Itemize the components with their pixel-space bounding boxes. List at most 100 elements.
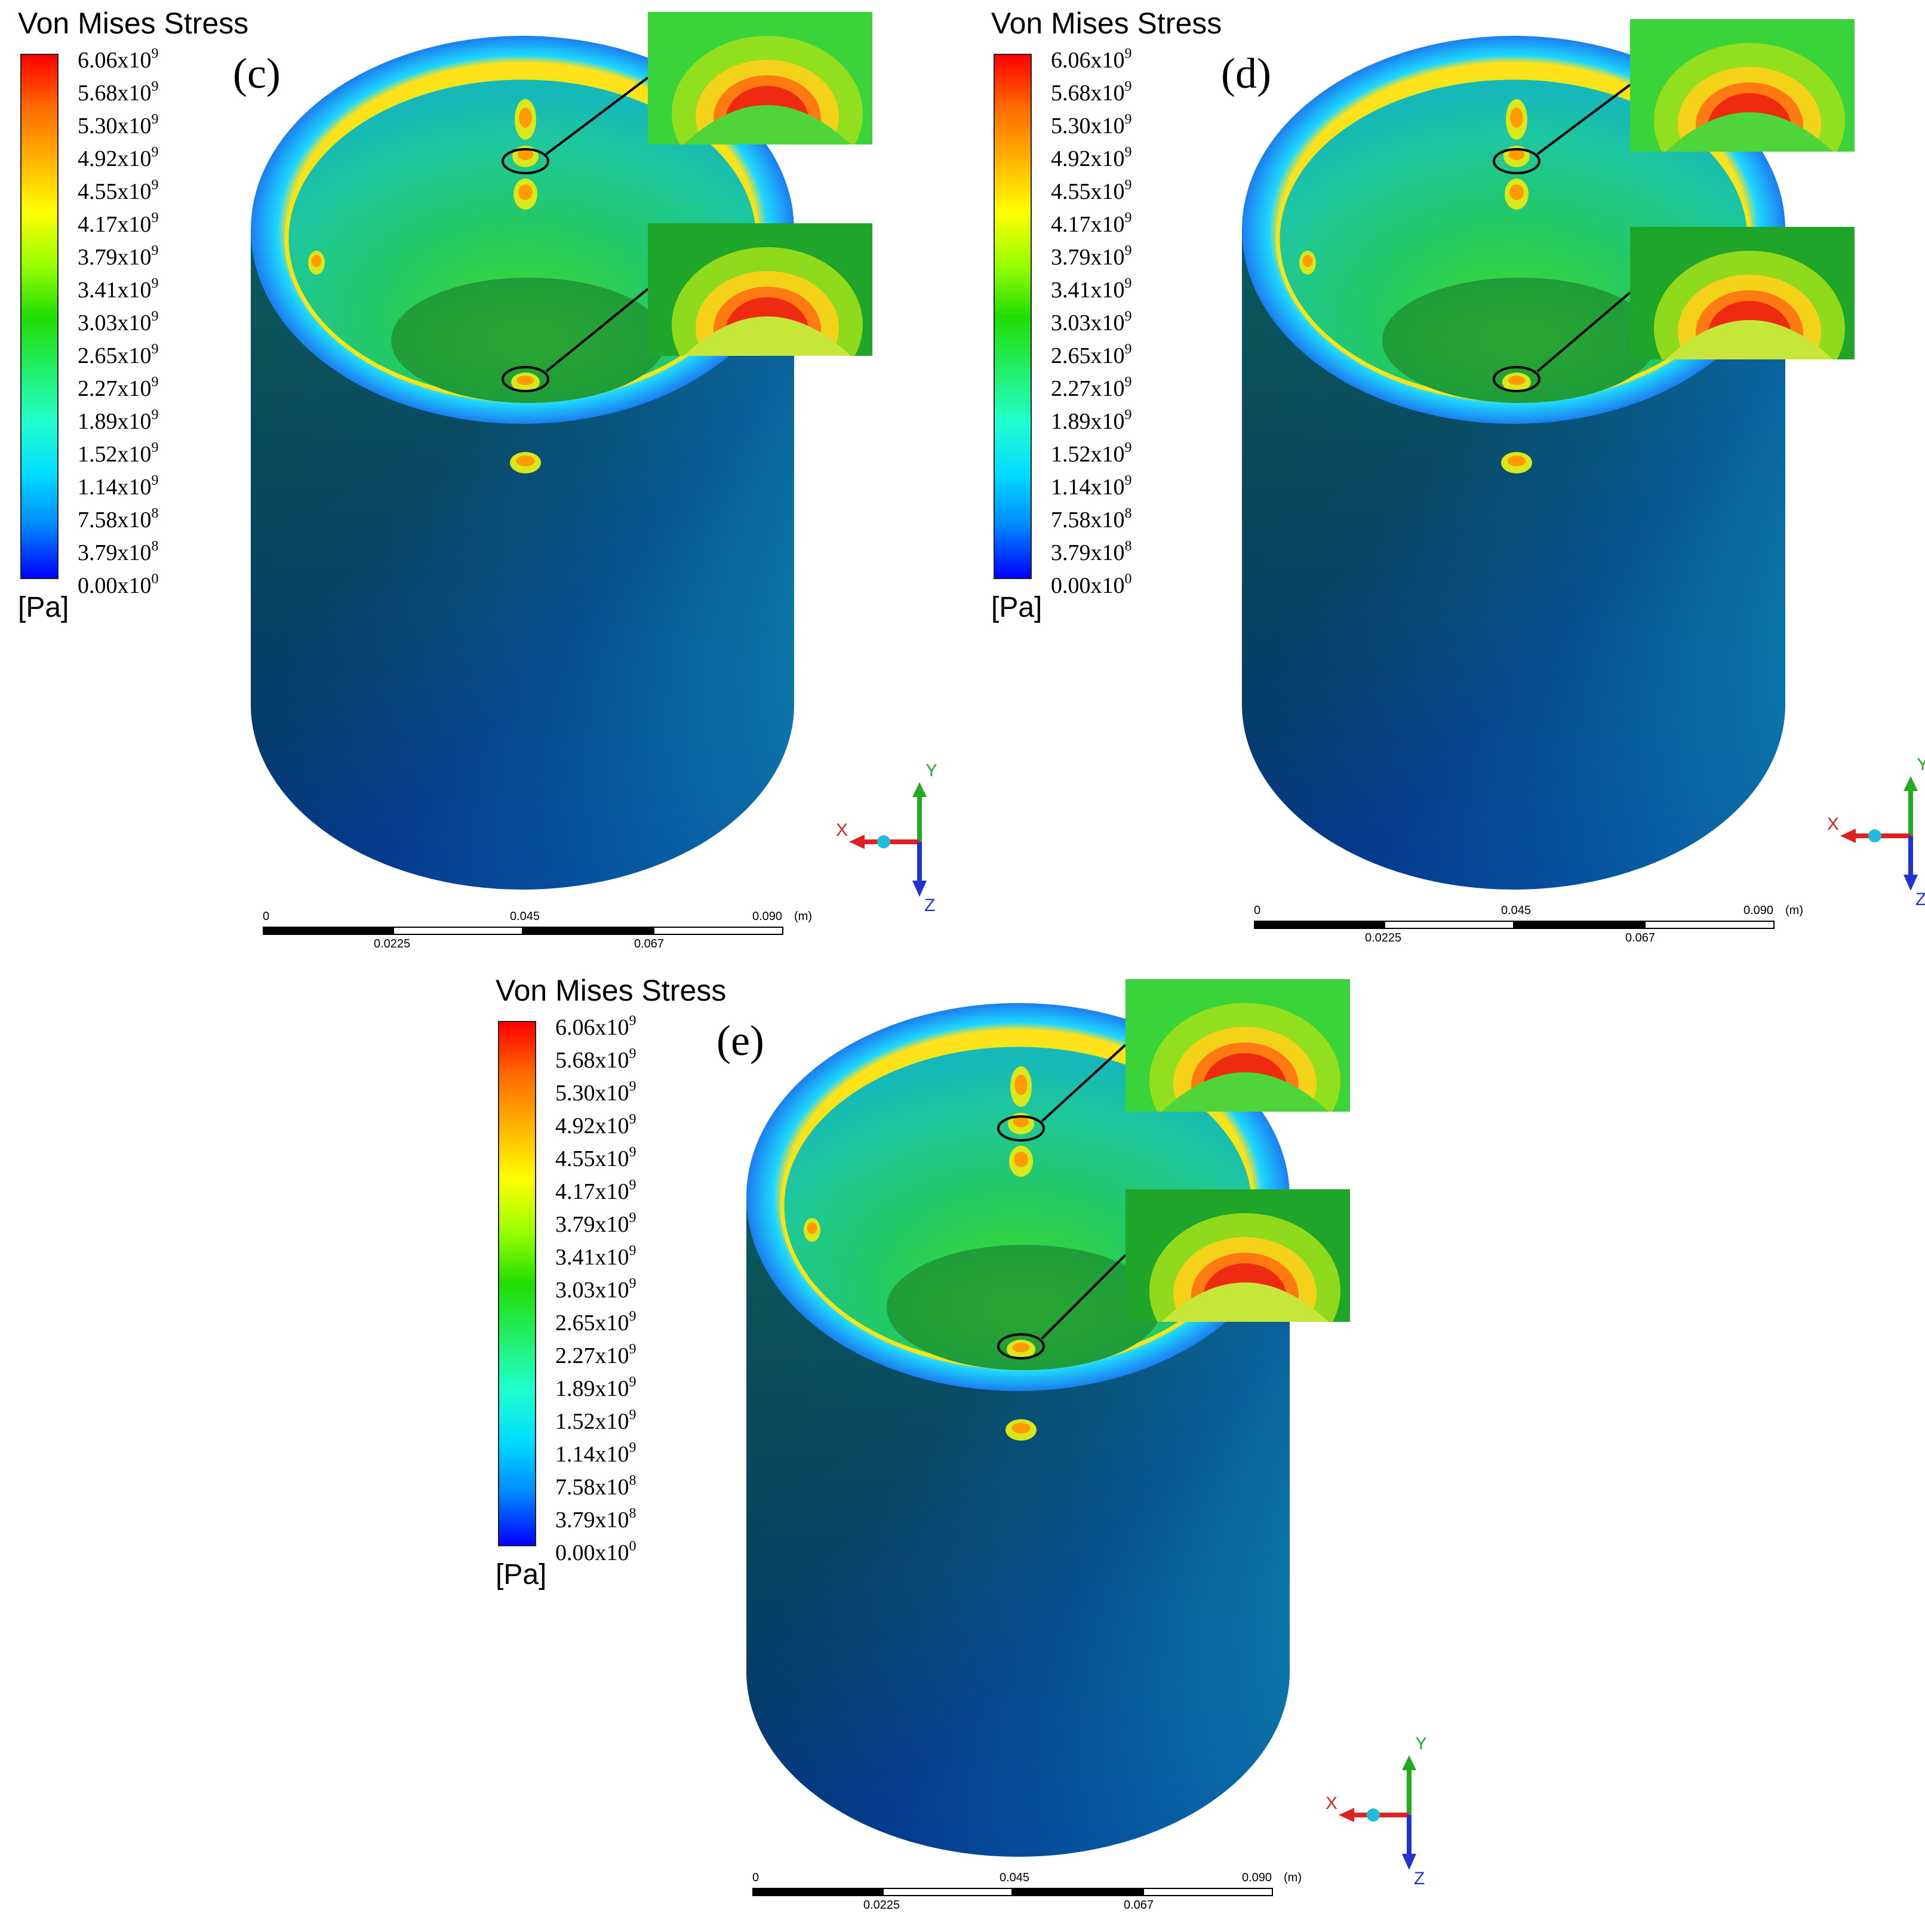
- colorbar-tick-label: 3.79x108: [555, 1506, 636, 1531]
- x-axis-label: X: [836, 820, 848, 840]
- scale-bar-segment: [393, 927, 523, 935]
- scale-bar: 0 0.045 0.090 (m) 0.0225 0.067: [1254, 904, 1851, 945]
- tick-mantissa: 3.41x10: [555, 1245, 629, 1270]
- scale-bar-label: 0.0225: [863, 1899, 900, 1912]
- tick-exponent: 9: [1124, 440, 1132, 456]
- scale-bar-label: 0.090: [1743, 904, 1774, 917]
- colorbar-tick-label: 4.92x109: [555, 1112, 636, 1137]
- tick-exponent: 9: [151, 243, 159, 259]
- tick-mantissa: 1.89x10: [555, 1376, 629, 1401]
- tick-mantissa: 2.65x10: [1051, 343, 1125, 368]
- hole: [510, 452, 541, 473]
- zoom-inset: [1126, 979, 1350, 1112]
- tick-mantissa: 5.30x10: [78, 113, 152, 139]
- tick-mantissa: 4.55x10: [555, 1146, 629, 1171]
- callout-circle: [502, 366, 549, 392]
- scale-bar-label: 0: [1254, 904, 1261, 917]
- tick-mantissa: 1.14x10: [1051, 475, 1125, 500]
- tick-exponent: 8: [1124, 539, 1132, 554]
- hole: [1007, 1340, 1035, 1359]
- scale-bar: 0 0.045 0.090 (m) 0.0225 0.067: [752, 1871, 1349, 1912]
- tick-exponent: 9: [151, 407, 159, 423]
- legend-title: Von Mises Stress: [496, 974, 727, 1007]
- colorbar-tick-label: 5.30x109: [78, 112, 159, 137]
- scale-bar-segment: [653, 927, 783, 935]
- callout-circle: [1493, 148, 1540, 174]
- panel-tag: (e): [717, 1017, 764, 1065]
- scale-bar-unit: (m): [1785, 904, 1803, 917]
- z-axis-label: Z: [924, 896, 935, 915]
- x-axis-label: X: [1326, 1793, 1337, 1813]
- scale-bar-segment: [1384, 921, 1514, 929]
- callout-circle: [1493, 366, 1540, 392]
- tick-mantissa: 0.00x10: [555, 1540, 629, 1565]
- zoom-inset: [648, 12, 872, 144]
- zoom-inset: [1630, 227, 1855, 359]
- y-axis-label: Y: [925, 764, 937, 780]
- colorbar-tick-label: 5.68x109: [555, 1047, 636, 1072]
- tick-exponent: 8: [1124, 506, 1132, 521]
- colorbar-tick-label: 4.17x109: [1051, 211, 1132, 236]
- triad-origin-icon: [1868, 829, 1881, 842]
- colorbar-tick-label: 4.92x109: [1051, 145, 1132, 170]
- colorbar-tick-label: 7.58x108: [78, 506, 159, 531]
- tick-mantissa: 2.27x10: [555, 1343, 629, 1368]
- tick-mantissa: 6.06x10: [78, 48, 152, 73]
- axis-triad: Y X Z: [836, 764, 937, 915]
- tick-exponent: 8: [629, 1506, 636, 1521]
- tick-mantissa: 1.52x10: [555, 1409, 629, 1434]
- legend-unit: [Pa]: [496, 1559, 547, 1590]
- hole: [1005, 1419, 1037, 1441]
- tick-exponent: 9: [1124, 309, 1132, 324]
- tick-mantissa: 3.79x10: [1051, 245, 1125, 270]
- tick-mantissa: 5.30x10: [1051, 113, 1125, 139]
- legend-unit: [Pa]: [991, 592, 1043, 623]
- tick-exponent: 9: [151, 374, 159, 390]
- tick-exponent: 9: [629, 1112, 636, 1127]
- colorbar-tick-label: 1.14x109: [555, 1441, 636, 1466]
- legend-title: Von Mises Stress: [991, 7, 1222, 40]
- tick-exponent: 9: [1124, 374, 1132, 390]
- scale-bar-unit: (m): [1284, 1871, 1302, 1884]
- axis-triad: Y X Z: [1326, 1737, 1427, 1888]
- tick-mantissa: 4.92x10: [555, 1113, 629, 1139]
- hole: [511, 373, 540, 392]
- hole: [1008, 1113, 1034, 1134]
- zoom-inset: [1630, 19, 1855, 152]
- tick-exponent: 9: [1124, 276, 1132, 291]
- scale-bar: 0 0.045 0.090 (m) 0.0225 0.067: [263, 910, 860, 950]
- tick-mantissa: 0.00x10: [1051, 573, 1125, 598]
- tick-mantissa: 3.79x10: [555, 1508, 629, 1533]
- tick-exponent: 9: [1124, 79, 1132, 94]
- tick-mantissa: 1.52x10: [1051, 442, 1125, 467]
- panel-tag: (c): [233, 50, 281, 97]
- axis-triad: Y X Z: [1827, 758, 1925, 909]
- hole: [515, 99, 536, 140]
- tick-mantissa: 2.65x10: [555, 1310, 629, 1336]
- tick-exponent: 0: [629, 1539, 636, 1554]
- tick-exponent: 9: [151, 276, 159, 291]
- colorbar-tick-label: 4.92x109: [78, 145, 159, 170]
- tick-exponent: 9: [629, 1243, 636, 1259]
- colorbar-tick-label: 2.27x109: [555, 1342, 636, 1367]
- colorbar-tick-label: 7.58x108: [1051, 506, 1132, 531]
- tick-exponent: 9: [1124, 473, 1132, 488]
- colorbar-tick-label: 2.27x109: [78, 375, 159, 400]
- colorbar-tick-label: 3.03x109: [555, 1276, 636, 1302]
- tick-exponent: 9: [1124, 46, 1132, 61]
- tick-exponent: 9: [629, 1440, 636, 1456]
- colorbar-tick-label: 2.65x109: [1051, 342, 1132, 367]
- z-axis-label: Z: [1915, 890, 1925, 909]
- colorbar-tick-label: 3.79x109: [555, 1211, 636, 1236]
- tick-mantissa: 6.06x10: [555, 1015, 629, 1040]
- hole: [1501, 452, 1532, 473]
- tick-mantissa: 5.68x10: [1051, 81, 1125, 106]
- scale-bar-segment: [1013, 1888, 1143, 1896]
- colorbar-tick-label: 1.52x109: [78, 441, 159, 466]
- tick-mantissa: 3.03x10: [78, 310, 152, 336]
- colorbar-tick-label: 3.03x109: [1051, 309, 1132, 334]
- tick-mantissa: 1.89x10: [78, 409, 152, 434]
- tick-mantissa: 3.79x10: [555, 1212, 629, 1237]
- hole: [512, 146, 539, 167]
- tick-mantissa: 3.79x10: [1051, 540, 1125, 565]
